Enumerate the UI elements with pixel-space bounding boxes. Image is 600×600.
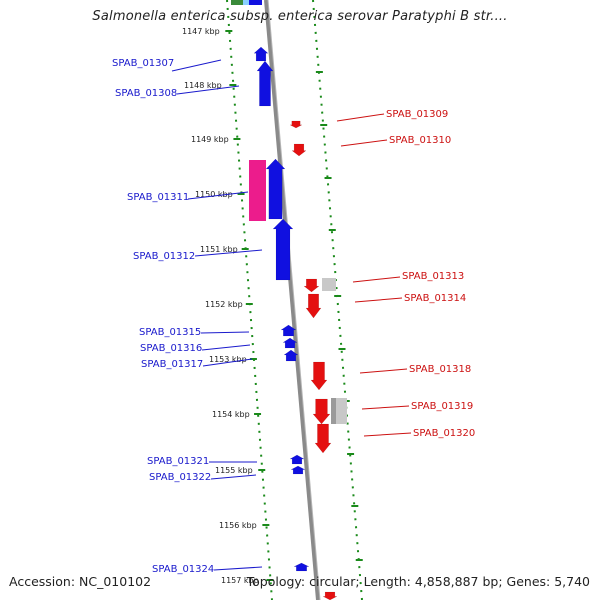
scale-ruler-outer [312,0,363,600]
forward-gene-label-leader [210,474,257,480]
forward-gene-label-leader [194,249,263,257]
forward-gene-label: SPAB_01322 [149,472,211,483]
reverse-gene-arrow [303,278,320,293]
scale-label: 1155 kbp [215,466,253,475]
partial-feature-top [231,0,243,5]
reverse-gene-label: SPAB_01310 [389,135,451,146]
forward-gene-label-leader [200,331,250,334]
reverse-gene-label: SPAB_01314 [404,293,466,304]
reverse-gene-label-leader [361,405,410,410]
forward-gene-label-leader [176,85,240,95]
forward-gene-label: SPAB_01307 [112,58,174,69]
forward-gene-label: SPAB_01316 [140,343,202,354]
reverse-gene-arrow [305,293,322,319]
forward-gene-label: SPAB_01324 [152,564,214,575]
forward-gene-label: SPAB_01312 [133,251,195,262]
topology-summary: Topology: circular; Length: 4,858,887 bp… [246,574,590,589]
reverse-gene-label-leader [352,276,401,283]
reverse-gene-arrow [291,143,307,157]
forward-gene-label: SPAB_01311 [127,192,189,203]
scale-label: 1156 kbp [219,521,257,530]
reverse-gene-label: SPAB_01318 [409,364,471,375]
forward-gene-label: SPAB_01321 [147,456,209,467]
other-feature-shade [331,398,336,424]
scale-label: 1157 kbp [221,576,259,585]
scale-label: 1152 kbp [205,300,243,309]
reverse-gene-label-leader [354,297,403,303]
forward-gene-label: SPAB_01308 [115,88,177,99]
forward-gene-arrow [272,218,294,281]
scale-label: 1149 kbp [191,135,229,144]
forward-gene-label-leader [171,59,222,72]
reverse-gene-label-leader [359,368,408,374]
forward-gene-label-leader [213,566,263,571]
scale-label: 1151 kbp [200,245,238,254]
reverse-gene-label: SPAB_01309 [386,109,448,120]
forward-gene-arrow [290,465,306,475]
reverse-gene-label-leader [336,113,385,122]
forward-gene-label: SPAB_01317 [141,359,203,370]
forward-gene-arrow [256,60,274,107]
reverse-gene-label: SPAB_01320 [413,428,475,439]
forward-gene-arrow [280,324,297,337]
reverse-gene-label-leader [340,139,388,147]
reverse-gene-arrow [312,398,331,425]
reverse-gene-label: SPAB_01313 [402,271,464,282]
reverse-gene-arrow [310,361,328,391]
genome-backbone-highlight [267,0,321,600]
forward-gene-label: SPAB_01315 [139,327,201,338]
reverse-gene-label-leader [363,432,412,437]
genome-title: Salmonella enterica subsp. enterica sero… [92,9,508,24]
reverse-gene-arrow [322,591,338,600]
other-feature-block [322,278,336,291]
forward-gene-label-leader [187,191,249,200]
forward-gene-arrow [293,562,310,572]
scale-label: 1147 kbp [182,27,220,36]
partial-feature-top [249,0,262,5]
reverse-gene-arrow [289,120,303,129]
pseudo-gene-block [249,160,266,221]
scale-label: 1153 kbp [209,355,247,364]
reverse-gene-label: SPAB_01319 [411,401,473,412]
forward-gene-arrow [289,454,305,465]
forward-gene-arrow [282,337,298,349]
forward-gene-label-leader [202,358,253,367]
partial-feature-top [243,0,249,5]
genome-backbone [264,0,320,600]
forward-gene-arrow [265,158,286,220]
scale-label: 1150 kbp [195,190,233,199]
accession-label: Accession: NC_010102 [9,574,152,589]
scale-label: 1154 kbp [212,410,250,419]
forward-gene-arrow [253,46,269,62]
forward-gene-arrow [283,349,299,362]
scale-label: 1148 kbp [184,81,222,90]
reverse-gene-arrow [314,423,332,454]
forward-gene-label-leader [201,344,251,351]
